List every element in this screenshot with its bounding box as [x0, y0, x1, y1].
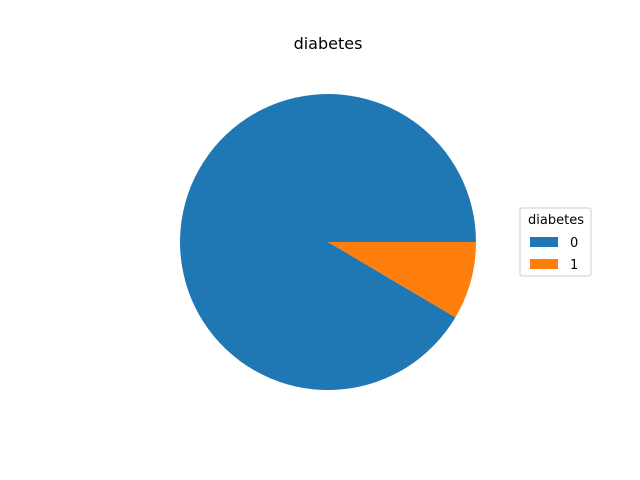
legend: diabetes 01 [519, 207, 592, 277]
legend-items: 01 [530, 236, 578, 273]
legend-label-1: 1 [570, 258, 578, 273]
chart-title: diabetes [294, 34, 363, 53]
legend-label-0: 0 [570, 236, 578, 251]
pie-slice-1 [328, 242, 476, 318]
legend-title: diabetes [528, 213, 584, 228]
pie-slice-0 [180, 94, 476, 391]
legend-swatch-0 [530, 237, 558, 247]
pie-slices [180, 94, 476, 391]
legend-swatch-1 [530, 259, 558, 269]
